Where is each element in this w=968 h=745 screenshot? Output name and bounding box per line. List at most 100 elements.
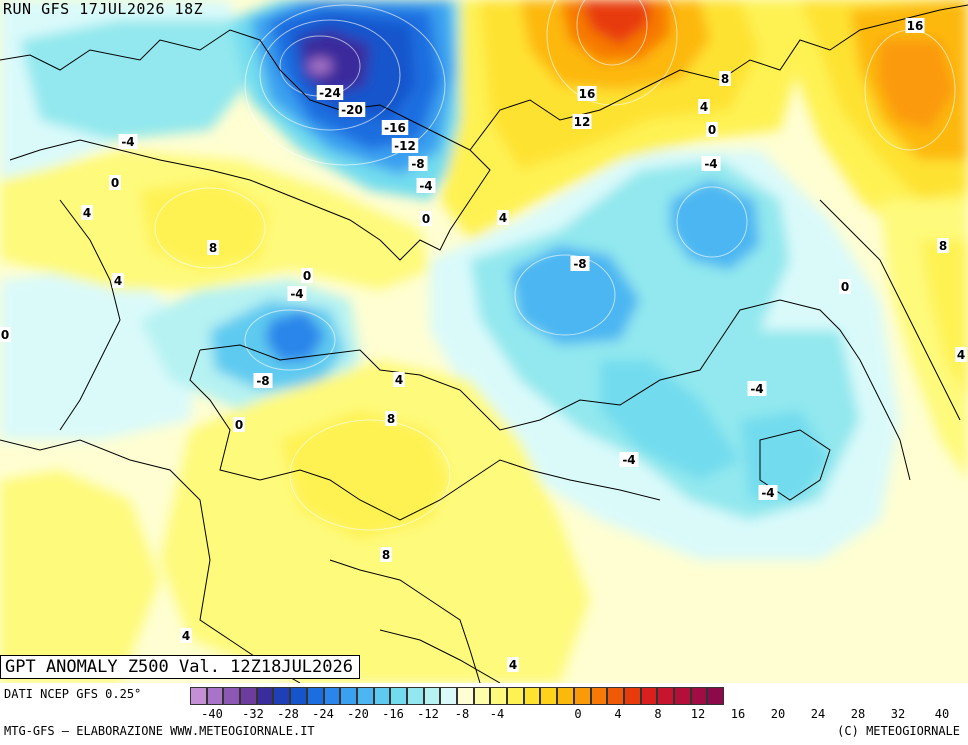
contour-label: -8 xyxy=(573,257,586,271)
contour-label: 4 xyxy=(83,206,91,220)
colorbar-tick-label: 16 xyxy=(730,707,746,721)
colorbar-tick-label: 8 xyxy=(654,707,662,721)
colorbar-swatch xyxy=(323,687,341,705)
contour-label-bg xyxy=(747,381,767,396)
contour-label-bg xyxy=(420,211,432,226)
contour-label-bg xyxy=(572,114,592,129)
colorbar-tick-label: -4 xyxy=(489,707,505,721)
contour-label-bg xyxy=(118,134,138,149)
colorbar-swatch xyxy=(373,687,391,705)
colorbar-swatch xyxy=(406,687,424,705)
contour-label: 8 xyxy=(387,412,395,426)
colorbar-tick-label: 24 xyxy=(810,707,826,721)
colorbar-tick-label: 32 xyxy=(890,707,906,721)
colorbar-swatch xyxy=(507,687,524,705)
contour-label-bg xyxy=(381,120,409,135)
colorbar-swatch xyxy=(457,687,474,705)
contour-label: 4 xyxy=(957,348,965,362)
contour-label-bg xyxy=(81,205,93,220)
run-title: RUN GFS 17JUL2026 18Z xyxy=(3,0,204,18)
contour-label-bg xyxy=(698,99,710,114)
contour-label-bg xyxy=(207,240,219,255)
contour-label-bg xyxy=(233,417,245,432)
colorbar-swatch xyxy=(557,687,574,705)
colorbar-tick-label: 12 xyxy=(690,707,706,721)
colorbar-swatch xyxy=(256,687,274,705)
contour-label: -4 xyxy=(121,135,134,149)
colorbar-swatch xyxy=(640,687,658,705)
contour-label-bg xyxy=(301,268,313,283)
contour-label: -12 xyxy=(394,139,416,153)
contour-label-bg xyxy=(380,547,392,562)
contour-label-bg xyxy=(287,286,307,301)
credit-right: (C) METEOGIORNALE xyxy=(837,724,960,738)
contour-label-bg xyxy=(719,71,731,86)
contour-label: 0 xyxy=(1,328,9,342)
contour-label-bg xyxy=(109,175,121,190)
colorbar-swatch xyxy=(473,687,491,705)
contour-label: -24 xyxy=(319,86,341,100)
colorbar-tick-label: 20 xyxy=(770,707,786,721)
contour-label: 8 xyxy=(939,239,947,253)
colorbar-tick-label: -28 xyxy=(277,707,299,721)
contour-label-bg xyxy=(408,156,428,171)
colorbar-swatch xyxy=(306,687,324,705)
credit-left: MTG-GFS — ELABORAZIONE WWW.METEOGIORNALE… xyxy=(4,724,315,738)
colorbar-swatch xyxy=(290,687,307,705)
colorbar-swatch xyxy=(673,687,691,705)
colorbar-tick-label: -12 xyxy=(417,707,439,721)
contour-label: -4 xyxy=(622,453,635,467)
contour-label-bg xyxy=(570,256,590,271)
contour-label: 4 xyxy=(114,274,122,288)
contour-label: -16 xyxy=(384,121,406,135)
contour-label-bg xyxy=(391,138,419,153)
contour-label: 4 xyxy=(182,629,190,643)
colorbar-tick-label: -8 xyxy=(454,707,470,721)
contour-label: 16 xyxy=(579,87,596,101)
contour-label: 4 xyxy=(395,373,403,387)
colorbar-swatch xyxy=(190,687,207,705)
colorbar-tick-label: 0 xyxy=(574,707,582,721)
contour-label-bg xyxy=(180,628,192,643)
contour-label: 4 xyxy=(700,100,708,114)
contour-label: 0 xyxy=(841,280,849,294)
contour-label-bg xyxy=(316,85,344,100)
colorbar-swatch xyxy=(223,687,241,705)
colorbar-tick-label: -20 xyxy=(347,707,369,721)
colorbar-tick-label: -24 xyxy=(312,707,334,721)
contour-label-bg xyxy=(955,347,967,362)
colorbar-swatch xyxy=(573,687,591,705)
contour-label: -20 xyxy=(341,103,363,117)
contour-label: 0 xyxy=(422,212,430,226)
contour-label-bg xyxy=(112,273,124,288)
contour-label-bg xyxy=(905,18,925,33)
contour-label: 0 xyxy=(235,418,243,432)
colorbar-swatch xyxy=(206,687,224,705)
contour-label-bg xyxy=(937,238,949,253)
colorbar-tick-label: 4 xyxy=(614,707,622,721)
contour-label: -4 xyxy=(704,157,717,171)
contour-label-bg xyxy=(0,327,11,342)
contour-label: 0 xyxy=(303,269,311,283)
legend-footer: DATI NCEP GFS 0.25° -40 -32 -28 -24 -20 -16 -1… xyxy=(0,683,968,745)
colorbar-tick-label: 28 xyxy=(850,707,866,721)
contour-label-bg xyxy=(839,279,851,294)
colorbar-ticks: -40 -32 -28 -24 -20 -16 -12 -8 -4 0 4 8 12 16 20 24 28 32… xyxy=(0,707,968,721)
contour-label: -4 xyxy=(290,287,303,301)
contour-label: -4 xyxy=(761,486,774,500)
colorbar-swatch xyxy=(356,687,374,705)
contour-label: 8 xyxy=(382,548,390,562)
data-source-label: DATI NCEP GFS 0.25° xyxy=(4,687,142,701)
contour-label-bg xyxy=(385,411,397,426)
contour-label-bg xyxy=(706,122,718,137)
colorbar-swatch xyxy=(273,687,291,705)
contour-label: -8 xyxy=(411,157,424,171)
colorbar-swatch xyxy=(240,687,257,705)
contour-label: 4 xyxy=(509,658,517,672)
contour-label-bg xyxy=(393,372,405,387)
colorbar-swatch xyxy=(340,687,357,705)
colorbar-tick-label: -32 xyxy=(242,707,264,721)
colorbar-swatch xyxy=(540,687,558,705)
contour-label: -8 xyxy=(256,374,269,388)
